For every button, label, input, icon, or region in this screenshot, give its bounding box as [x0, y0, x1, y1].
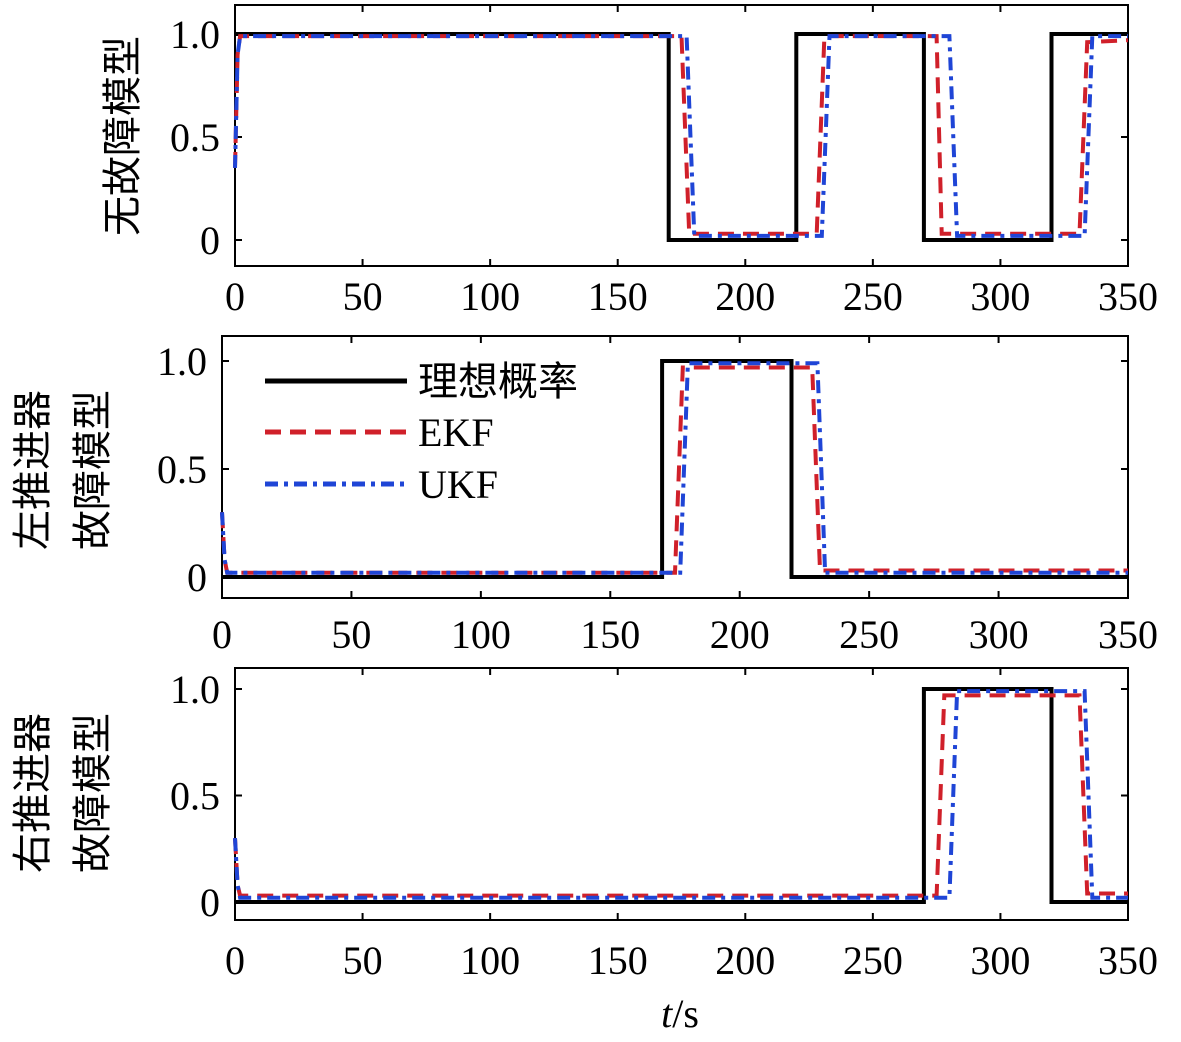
y-tick-label: 0.5 [157, 447, 207, 492]
legend-label-ekf: EKF [418, 410, 494, 455]
y-tick-label: 1.0 [170, 667, 220, 712]
y-tick-label: 1.0 [157, 339, 207, 384]
legend-label-ukf: UKF [418, 462, 498, 507]
x-axis-label-unit: /s [672, 991, 699, 1036]
y-axis-label-line: 左推进器 [10, 390, 56, 550]
y-tick-label: 0 [200, 880, 220, 925]
x-tick-label: 100 [460, 274, 520, 319]
series-line-ekf [233, 34, 1129, 236]
series-line-ekf [220, 365, 1128, 575]
panel-1: 0 50 100 150 200 250 300 350 0 0.5 1.0 无故障模型 [100, 4, 1158, 319]
series-line-ekf [233, 693, 1128, 898]
x-axis-label: t/s [661, 991, 699, 1036]
x-tick-label: 250 [839, 612, 899, 657]
x-tick-label: 300 [970, 274, 1030, 319]
y-tick-label: 0 [187, 555, 207, 600]
x-tick-label: 250 [843, 938, 903, 983]
x-tick-label: 200 [715, 938, 775, 983]
x-tick-label: 50 [343, 274, 383, 319]
x-tick-label: 250 [843, 274, 903, 319]
x-tick-label: 100 [460, 938, 520, 983]
plot-frame [221, 335, 1129, 599]
x-tick-label: 350 [1098, 612, 1158, 657]
y-tick-label: 1.0 [170, 12, 220, 57]
x-tick-label: 200 [715, 274, 775, 319]
x-tick-label: 150 [580, 612, 640, 657]
legend-label-ideal: 理想概率 [418, 359, 578, 404]
panel-3: 0 50 100 150 200 250 300 350 0 0.5 1.0 右推进器 故障模型 [10, 667, 1158, 983]
series-line-ideal [235, 687, 1128, 904]
y-axis-label-line: 故障模型 [70, 713, 116, 873]
x-tick-label: 0 [212, 612, 232, 657]
y-axis-label-line: 无故障模型 [100, 36, 146, 236]
x-tick-label: 0 [225, 938, 245, 983]
x-tick-label: 300 [970, 938, 1030, 983]
y-axis-label: 无故障模型 [100, 36, 146, 236]
x-tick-label: 50 [331, 612, 371, 657]
series-line-ukf [233, 689, 1128, 900]
x-tick-label: 150 [588, 274, 648, 319]
x-tick-label: 100 [451, 612, 511, 657]
series-line-ideal [235, 32, 1128, 242]
y-axis-label: 右推进器 故障模型 [10, 713, 116, 873]
series-line-ideal [222, 359, 1128, 579]
x-tick-label: 300 [969, 612, 1029, 657]
series-line-ukf [220, 361, 1128, 575]
panel-2: 0 50 100 150 200 250 300 350 0 0.5 1.0 左推进器 故障模型 [10, 335, 1158, 657]
y-axis-label-line: 故障模型 [70, 390, 116, 550]
y-tick-label: 0 [200, 218, 220, 263]
legend: 理想概率 EKF UKF [265, 359, 578, 507]
y-tick-label: 0.5 [170, 115, 220, 160]
y-axis-label-line: 右推进器 [10, 713, 56, 873]
x-tick-label: 0 [225, 274, 245, 319]
y-tick-label: 0.5 [170, 774, 220, 819]
plot-frame [234, 667, 1129, 921]
panels: 0 50 100 150 200 250 300 350 0 0.5 1.0 无故障模型 0 50 100 1… [10, 4, 1158, 983]
x-tick-label: 200 [710, 612, 770, 657]
series-line-ukf [233, 34, 1128, 238]
x-tick-label: 50 [343, 938, 383, 983]
x-tick-label: 350 [1098, 938, 1158, 983]
x-axis-label-var: t [661, 991, 673, 1036]
y-axis-label: 左推进器 故障模型 [10, 390, 116, 550]
x-tick-label: 150 [588, 938, 648, 983]
x-tick-label: 350 [1098, 274, 1158, 319]
